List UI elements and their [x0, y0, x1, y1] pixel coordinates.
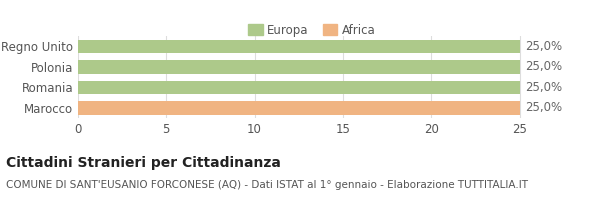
Bar	[78, 81, 520, 94]
Text: 25,0%: 25,0%	[525, 101, 562, 114]
Text: Cittadini Stranieri per Cittadinanza: Cittadini Stranieri per Cittadinanza	[6, 156, 281, 170]
Legend: Europa, Africa: Europa, Africa	[248, 24, 376, 37]
Bar	[78, 60, 520, 74]
Bar	[78, 101, 520, 115]
Text: 25,0%: 25,0%	[525, 40, 562, 53]
Text: 25,0%: 25,0%	[525, 81, 562, 94]
Text: COMUNE DI SANT'EUSANIO FORCONESE (AQ) - Dati ISTAT al 1° gennaio - Elaborazione : COMUNE DI SANT'EUSANIO FORCONESE (AQ) - …	[6, 180, 528, 190]
Text: 25,0%: 25,0%	[525, 60, 562, 73]
Bar	[78, 40, 520, 53]
